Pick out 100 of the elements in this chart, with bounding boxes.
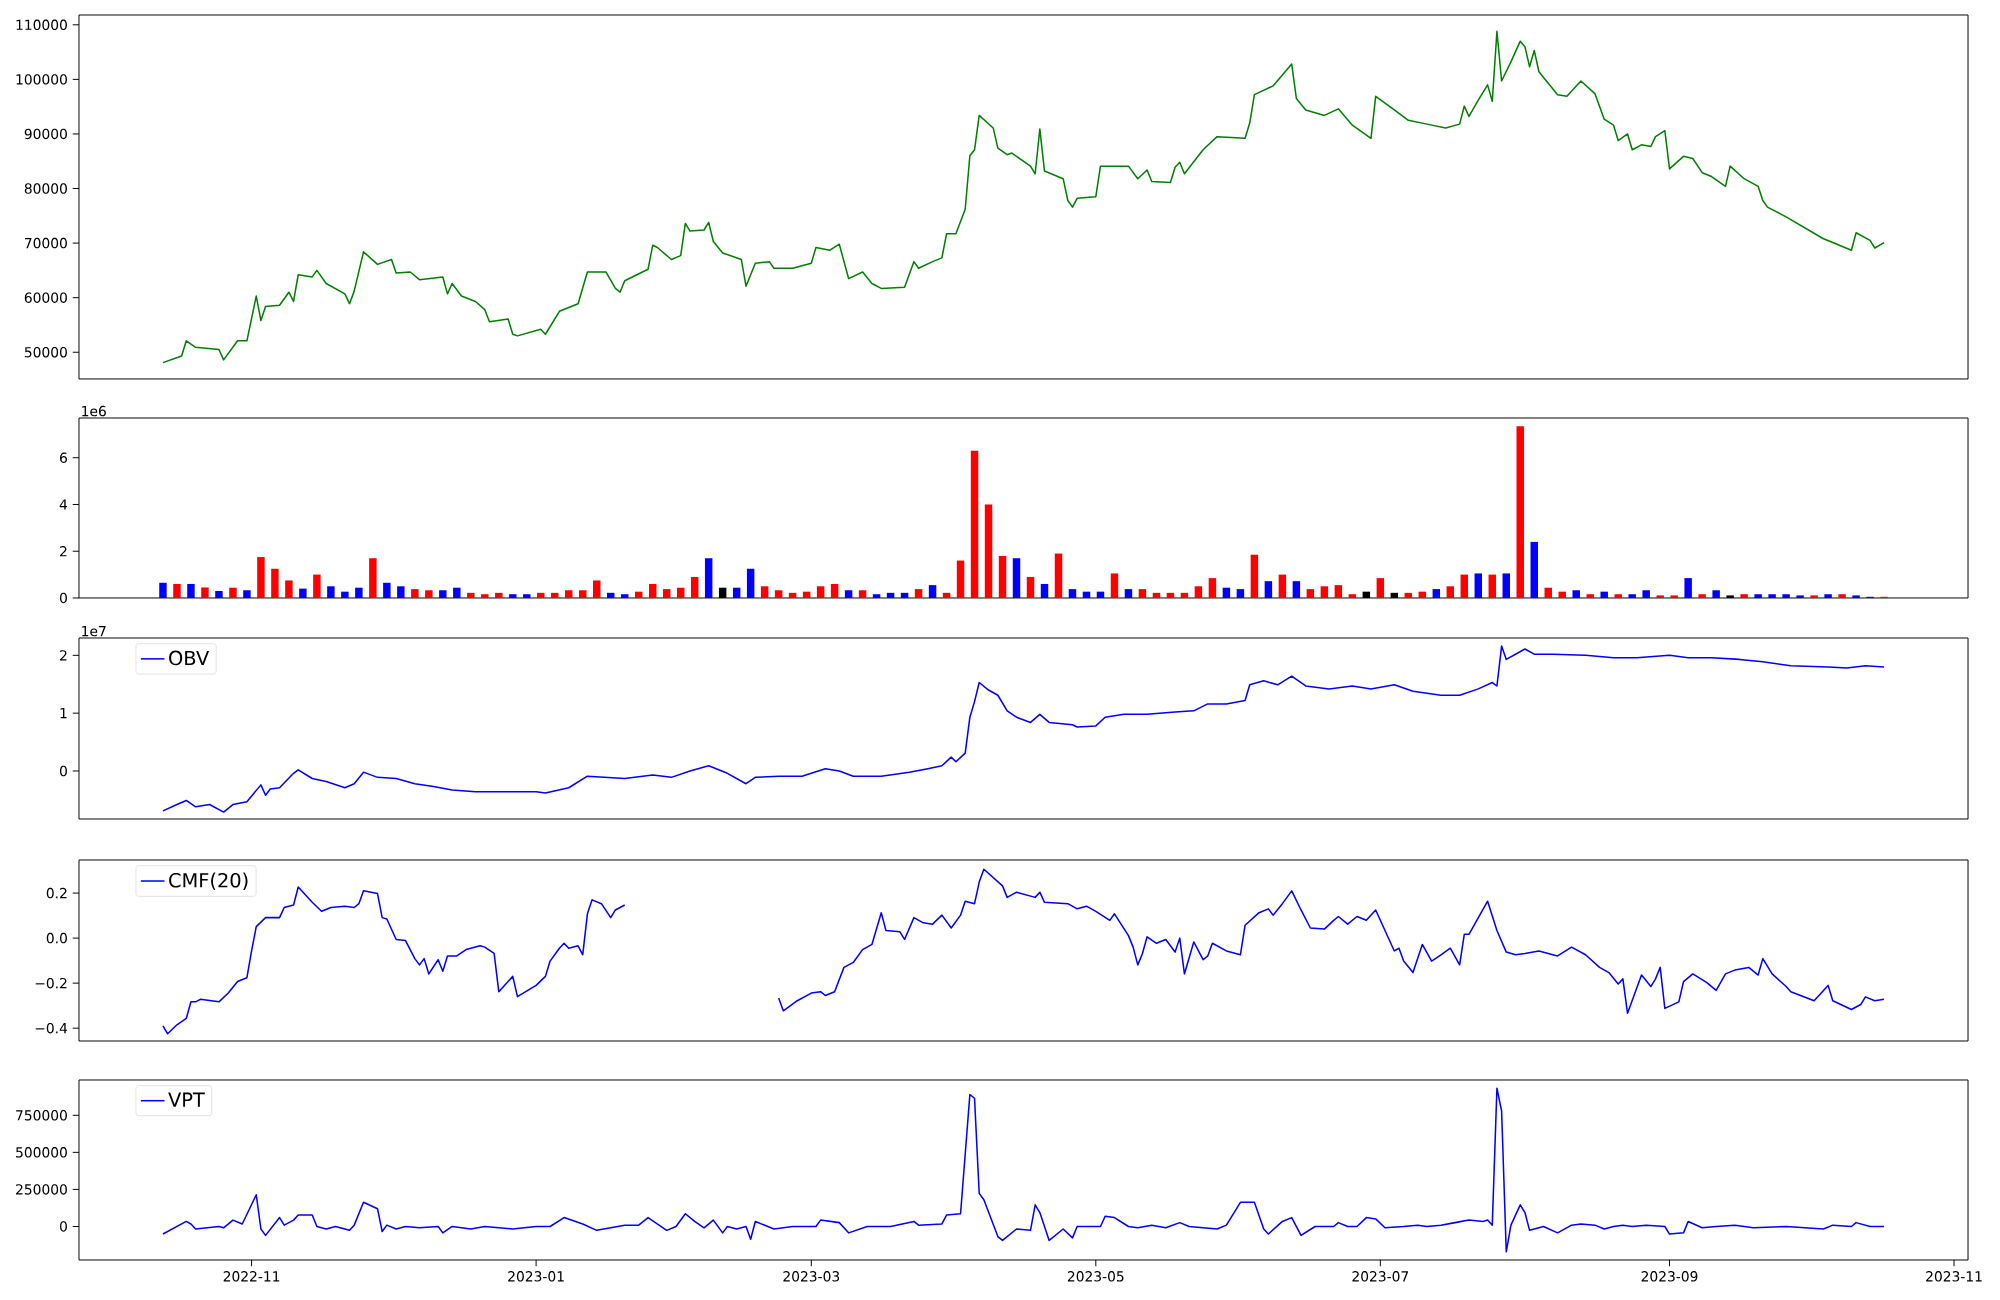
bar (1838, 594, 1846, 598)
legend-label: OBV (169, 650, 210, 666)
bar (411, 589, 419, 598)
bar (1502, 573, 1510, 598)
bar (886, 592, 895, 598)
bar (1670, 595, 1678, 598)
bar (1278, 574, 1287, 598)
bar (257, 557, 265, 598)
bar (1264, 581, 1273, 598)
y-tick-label: 0 (59, 765, 67, 777)
text: 1e7 (82, 626, 106, 637)
bar (201, 587, 209, 598)
bar (1236, 589, 1245, 598)
bar (1712, 590, 1720, 598)
x-tick-label: 2022-11 (223, 1271, 280, 1282)
bar (1782, 594, 1790, 598)
bar (1530, 541, 1538, 598)
bar (830, 583, 839, 598)
y-tick-label: 0 (59, 1221, 67, 1232)
bar (425, 590, 433, 598)
bar (746, 568, 755, 598)
bar (1012, 558, 1021, 598)
bar (1026, 576, 1035, 598)
y-tick-label: 2 (60, 546, 67, 557)
bar (593, 580, 601, 598)
y-tick-label: 500000 (16, 1147, 67, 1158)
bar (1334, 585, 1343, 598)
bar (551, 592, 559, 598)
bar (914, 589, 923, 598)
bar (1754, 594, 1762, 598)
bar (341, 591, 349, 598)
bar (1432, 589, 1441, 598)
bar (537, 592, 545, 598)
bar (760, 586, 769, 598)
legend-label: CMF(20) (169, 872, 248, 890)
bar (439, 590, 447, 598)
bar (1488, 574, 1496, 598)
bar (1306, 589, 1315, 598)
bar (397, 586, 405, 598)
bar (1628, 594, 1636, 598)
bar (369, 558, 377, 598)
line-series (162, 30, 1885, 364)
bar (565, 590, 573, 598)
bar (509, 594, 517, 598)
y-tick-label: 250000 (16, 1184, 67, 1195)
y-tick-label: 100000 (16, 74, 67, 85)
bar (1810, 595, 1818, 598)
bar (1376, 578, 1385, 598)
bar (1572, 590, 1580, 598)
bar (970, 450, 979, 598)
bar (928, 585, 937, 598)
bar (998, 555, 1007, 598)
bar (606, 592, 615, 598)
bar (1768, 594, 1776, 598)
bar (1642, 590, 1650, 598)
y-tick-label: −0.4 (35, 1022, 68, 1034)
bar (1222, 587, 1231, 598)
y-tick-label: 6 (60, 452, 67, 463)
x-tick-label: 2023-11 (1926, 1271, 1982, 1282)
bar (1446, 586, 1455, 598)
bar (229, 587, 237, 598)
y-tick-label: −0.2 (35, 977, 67, 989)
bar (243, 590, 251, 598)
bar (648, 583, 657, 598)
bar (1250, 554, 1259, 598)
bar (495, 592, 503, 598)
bar (1292, 581, 1301, 598)
y-tick-label: 1 (60, 708, 67, 719)
bar (187, 583, 195, 598)
bar (844, 590, 853, 598)
y-tick-label: 750000 (16, 1110, 67, 1121)
bar (285, 580, 293, 598)
bar (1544, 587, 1552, 598)
bar (858, 590, 867, 598)
bar (453, 587, 461, 598)
y-tick-label: 90000 (24, 128, 67, 140)
bar (1796, 595, 1804, 598)
y-tick-label: 0 (59, 592, 67, 604)
bar (1614, 594, 1622, 598)
bar (620, 594, 629, 598)
y-tick-label: 70000 (24, 237, 67, 249)
legend-label: VPT (168, 1092, 205, 1107)
bar (327, 586, 335, 598)
y-tick-label: 110000 (16, 19, 67, 31)
bar (1320, 586, 1329, 598)
bar (1348, 594, 1357, 598)
bar (299, 588, 307, 598)
bar (1740, 594, 1748, 598)
bar (173, 583, 181, 598)
line-series (162, 1087, 1885, 1253)
bar (1474, 573, 1483, 598)
bar (1460, 574, 1469, 598)
x-tick-label: 2023-07 (1352, 1271, 1409, 1282)
bar (159, 582, 167, 598)
x-tick-label: 2023-05 (1067, 1271, 1124, 1282)
bar (690, 576, 699, 598)
bar (1698, 594, 1706, 598)
bar (355, 587, 363, 598)
bar (1054, 553, 1063, 598)
bar (1068, 589, 1077, 598)
